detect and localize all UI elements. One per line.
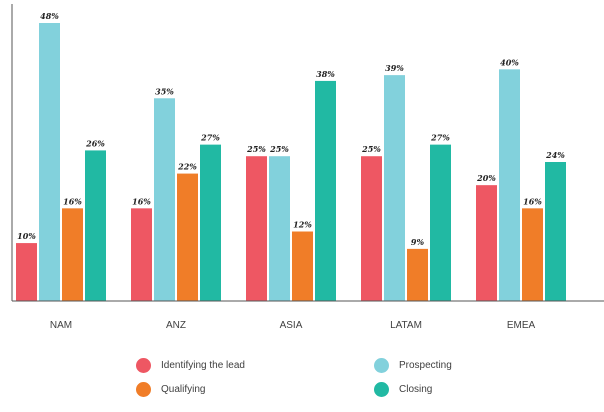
value-label-asia-series-3: 38% [316,69,335,79]
bar-emea-series-3 [545,162,566,301]
value-label-anz-series-3: 27% [200,133,220,143]
bar-asia-series-2 [292,231,313,301]
bar-nam-series-0 [16,243,37,301]
legend-label-series-2: Qualifying [161,384,206,395]
bars-layer [16,23,566,302]
category-label-anz: ANZ [166,320,186,331]
legend-swatch-series-2 [136,382,151,397]
legend-item-series-2: Qualifying [136,382,205,397]
bar-emea-series-2 [522,208,543,301]
bar-anz-series-1 [154,98,175,302]
bar-nam-series-1 [39,23,60,301]
legend-item-series-3: Closing [374,382,432,397]
bar-latam-series-1 [384,75,405,301]
bar-emea-series-1 [499,69,520,301]
bar-latam-series-2 [407,248,428,301]
legend-item-series-0: Identifying the lead [136,358,245,373]
value-label-latam-series-3: 27% [430,133,450,143]
value-label-emea-series-1: 40% [500,57,519,67]
value-label-latam-series-2: 9% [411,237,425,247]
bar-emea-series-0 [476,185,497,301]
value-label-emea-series-2: 16% [523,196,542,206]
bar-nam-series-3 [85,150,106,301]
legend-swatch-series-1 [374,358,389,373]
category-label-latam: LATAM [390,320,422,331]
legend-swatch-series-3 [374,382,389,397]
value-label-asia-series-0: 25% [246,144,266,154]
category-labels-layer: NAM ANZ ASIA LATAM EMEA [50,320,536,331]
bar-asia-series-3 [315,80,336,302]
category-label-nam: NAM [50,320,72,331]
category-label-emea: EMEA [507,320,536,331]
bar-anz-series-3 [200,144,221,301]
bar-nam-series-2 [62,208,83,301]
value-label-anz-series-2: 22% [177,162,197,172]
value-label-anz-series-0: 16% [132,196,151,206]
bar-latam-series-3 [430,144,451,301]
value-labels-layer: 10%48%16%26%16%35%22%27%25% 25%12%38%25%3… [17,11,565,247]
bar-anz-series-0 [131,208,152,301]
bar-anz-series-2 [177,173,198,301]
legend-label-series-1: Prospecting [399,360,452,371]
bar-asia-series-1 [269,156,290,301]
value-label-anz-series-1: 35% [155,86,174,96]
legend-item-series-1: Prospecting [374,358,452,373]
bar-asia-series-0 [246,156,267,301]
legend-label-series-3: Closing [399,384,433,395]
bar-latam-series-0 [361,156,382,301]
value-label-latam-series-0: 25% [361,144,381,154]
value-label-emea-series-3: 24% [545,150,565,160]
value-label-nam-series-2: 16% [63,196,82,206]
value-label-asia-series-2: 12% [293,220,312,230]
axes-layer [11,4,604,302]
legend-label-series-0: Identifying the lead [161,360,245,371]
category-label-asia: ASIA [280,320,303,331]
value-label-asia-series-1: 25% [269,144,289,154]
value-label-latam-series-1: 39% [385,63,404,73]
value-label-nam-series-3: 26% [85,138,105,148]
legend-swatch-series-0 [136,358,151,373]
value-label-emea-series-0: 20% [476,173,496,183]
value-label-nam-series-1: 48% [40,11,59,21]
value-label-nam-series-0: 10% [17,231,36,241]
